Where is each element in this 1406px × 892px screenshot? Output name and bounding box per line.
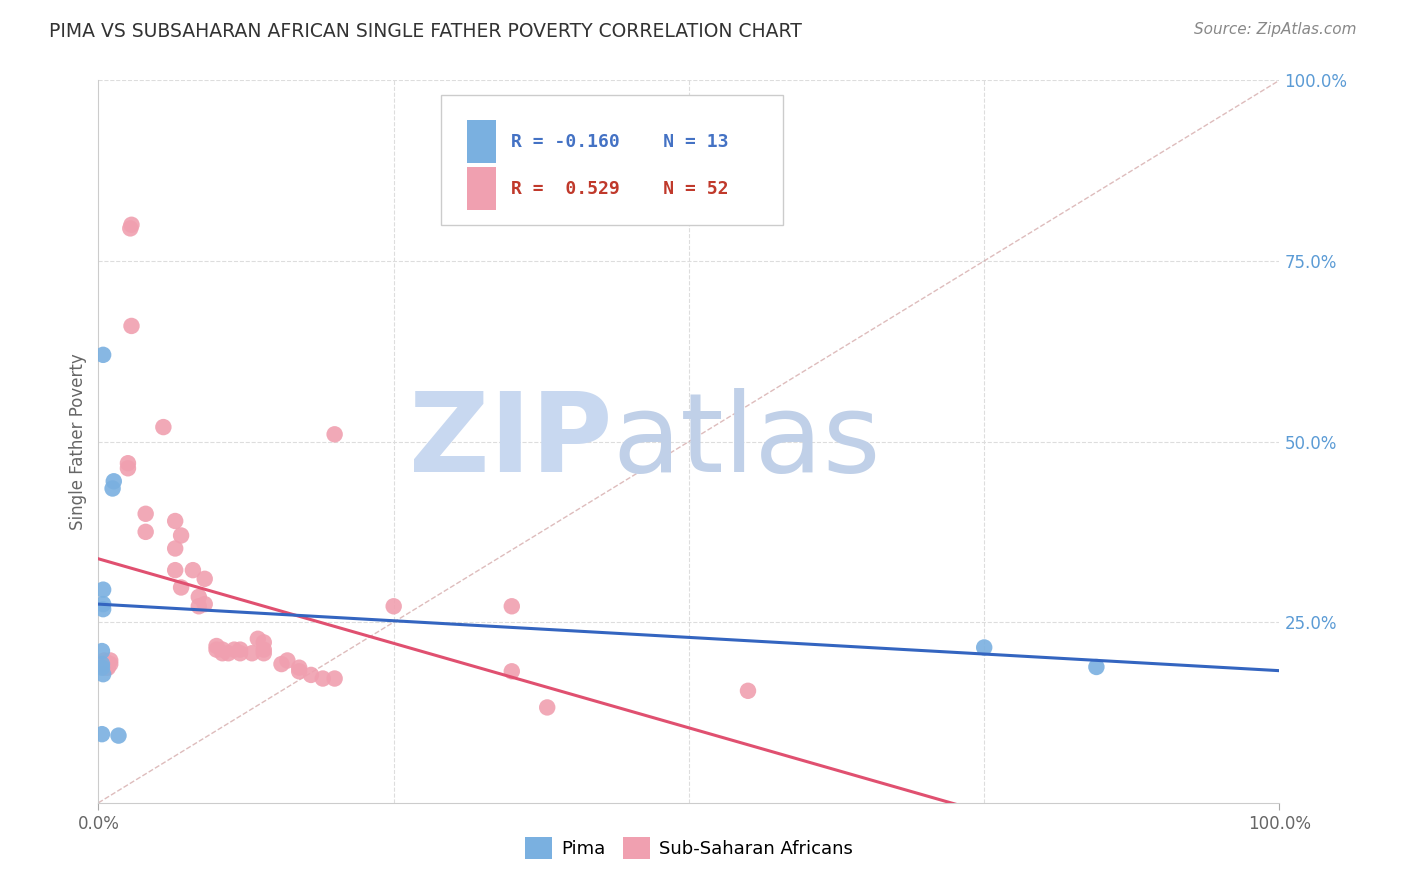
Point [240, 646, 263, 660]
Point [97, 661, 120, 675]
Point [91, 602, 114, 616]
Text: Source: ZipAtlas.com: Source: ZipAtlas.com [1194, 22, 1357, 37]
Point [211, 642, 233, 657]
Point [205, 639, 228, 653]
FancyBboxPatch shape [467, 167, 496, 211]
Point [135, 507, 157, 521]
Point [229, 646, 252, 660]
Point [253, 635, 276, 649]
Point [91, 661, 114, 675]
Point [152, 420, 174, 434]
Point [97, 657, 120, 671]
Point [211, 646, 233, 660]
Point [103, 475, 125, 489]
Point [91, 597, 114, 611]
Text: PIMA VS SUBSAHARAN AFRICAN SINGLE FATHER POVERTY CORRELATION CHART: PIMA VS SUBSAHARAN AFRICAN SINGLE FATHER… [49, 22, 801, 41]
Point [121, 318, 143, 333]
Point [91, 657, 114, 671]
Point [288, 661, 311, 675]
Point [165, 563, 187, 577]
Point [253, 646, 276, 660]
Point [91, 644, 114, 658]
Point [224, 642, 246, 657]
Point [1085, 660, 1108, 674]
Point [217, 646, 239, 660]
Point [98, 653, 121, 667]
Text: atlas: atlas [612, 388, 880, 495]
Legend: Pima, Sub-Saharan Africans: Pima, Sub-Saharan Africans [517, 830, 860, 866]
Point [107, 729, 129, 743]
Point [165, 541, 187, 556]
Point [96, 661, 118, 675]
Point [121, 218, 143, 232]
Point [194, 572, 217, 586]
Text: ZIP: ZIP [409, 388, 612, 495]
FancyBboxPatch shape [441, 95, 783, 225]
Point [194, 597, 217, 611]
Point [312, 672, 335, 686]
Point [323, 672, 346, 686]
Point [98, 657, 121, 671]
Point [187, 599, 209, 614]
Point [91, 582, 114, 597]
Point [288, 665, 311, 679]
Point [299, 668, 322, 682]
Point [93, 657, 115, 671]
Point [170, 581, 193, 595]
Point [501, 665, 523, 679]
Point [253, 642, 276, 657]
Point [181, 563, 204, 577]
Point [91, 667, 114, 681]
Point [187, 590, 209, 604]
Point [973, 640, 995, 655]
Text: R = -0.160    N = 13: R = -0.160 N = 13 [510, 133, 728, 151]
Point [170, 528, 193, 542]
Point [93, 653, 115, 667]
FancyBboxPatch shape [467, 120, 496, 163]
Point [536, 700, 558, 714]
Point [229, 642, 252, 657]
Point [93, 661, 115, 675]
Point [323, 427, 346, 442]
Point [501, 599, 523, 614]
Point [117, 456, 139, 470]
Point [135, 524, 157, 539]
Point [270, 657, 292, 671]
Point [737, 683, 759, 698]
Point [276, 653, 298, 667]
Point [91, 727, 114, 741]
Point [205, 642, 228, 657]
Point [91, 348, 114, 362]
Y-axis label: Single Father Poverty: Single Father Poverty [69, 353, 87, 530]
Point [246, 632, 269, 646]
Point [165, 514, 187, 528]
Point [120, 221, 142, 235]
Point [101, 482, 124, 496]
Text: R =  0.529    N = 52: R = 0.529 N = 52 [510, 179, 728, 198]
Point [382, 599, 405, 614]
Point [117, 461, 139, 475]
